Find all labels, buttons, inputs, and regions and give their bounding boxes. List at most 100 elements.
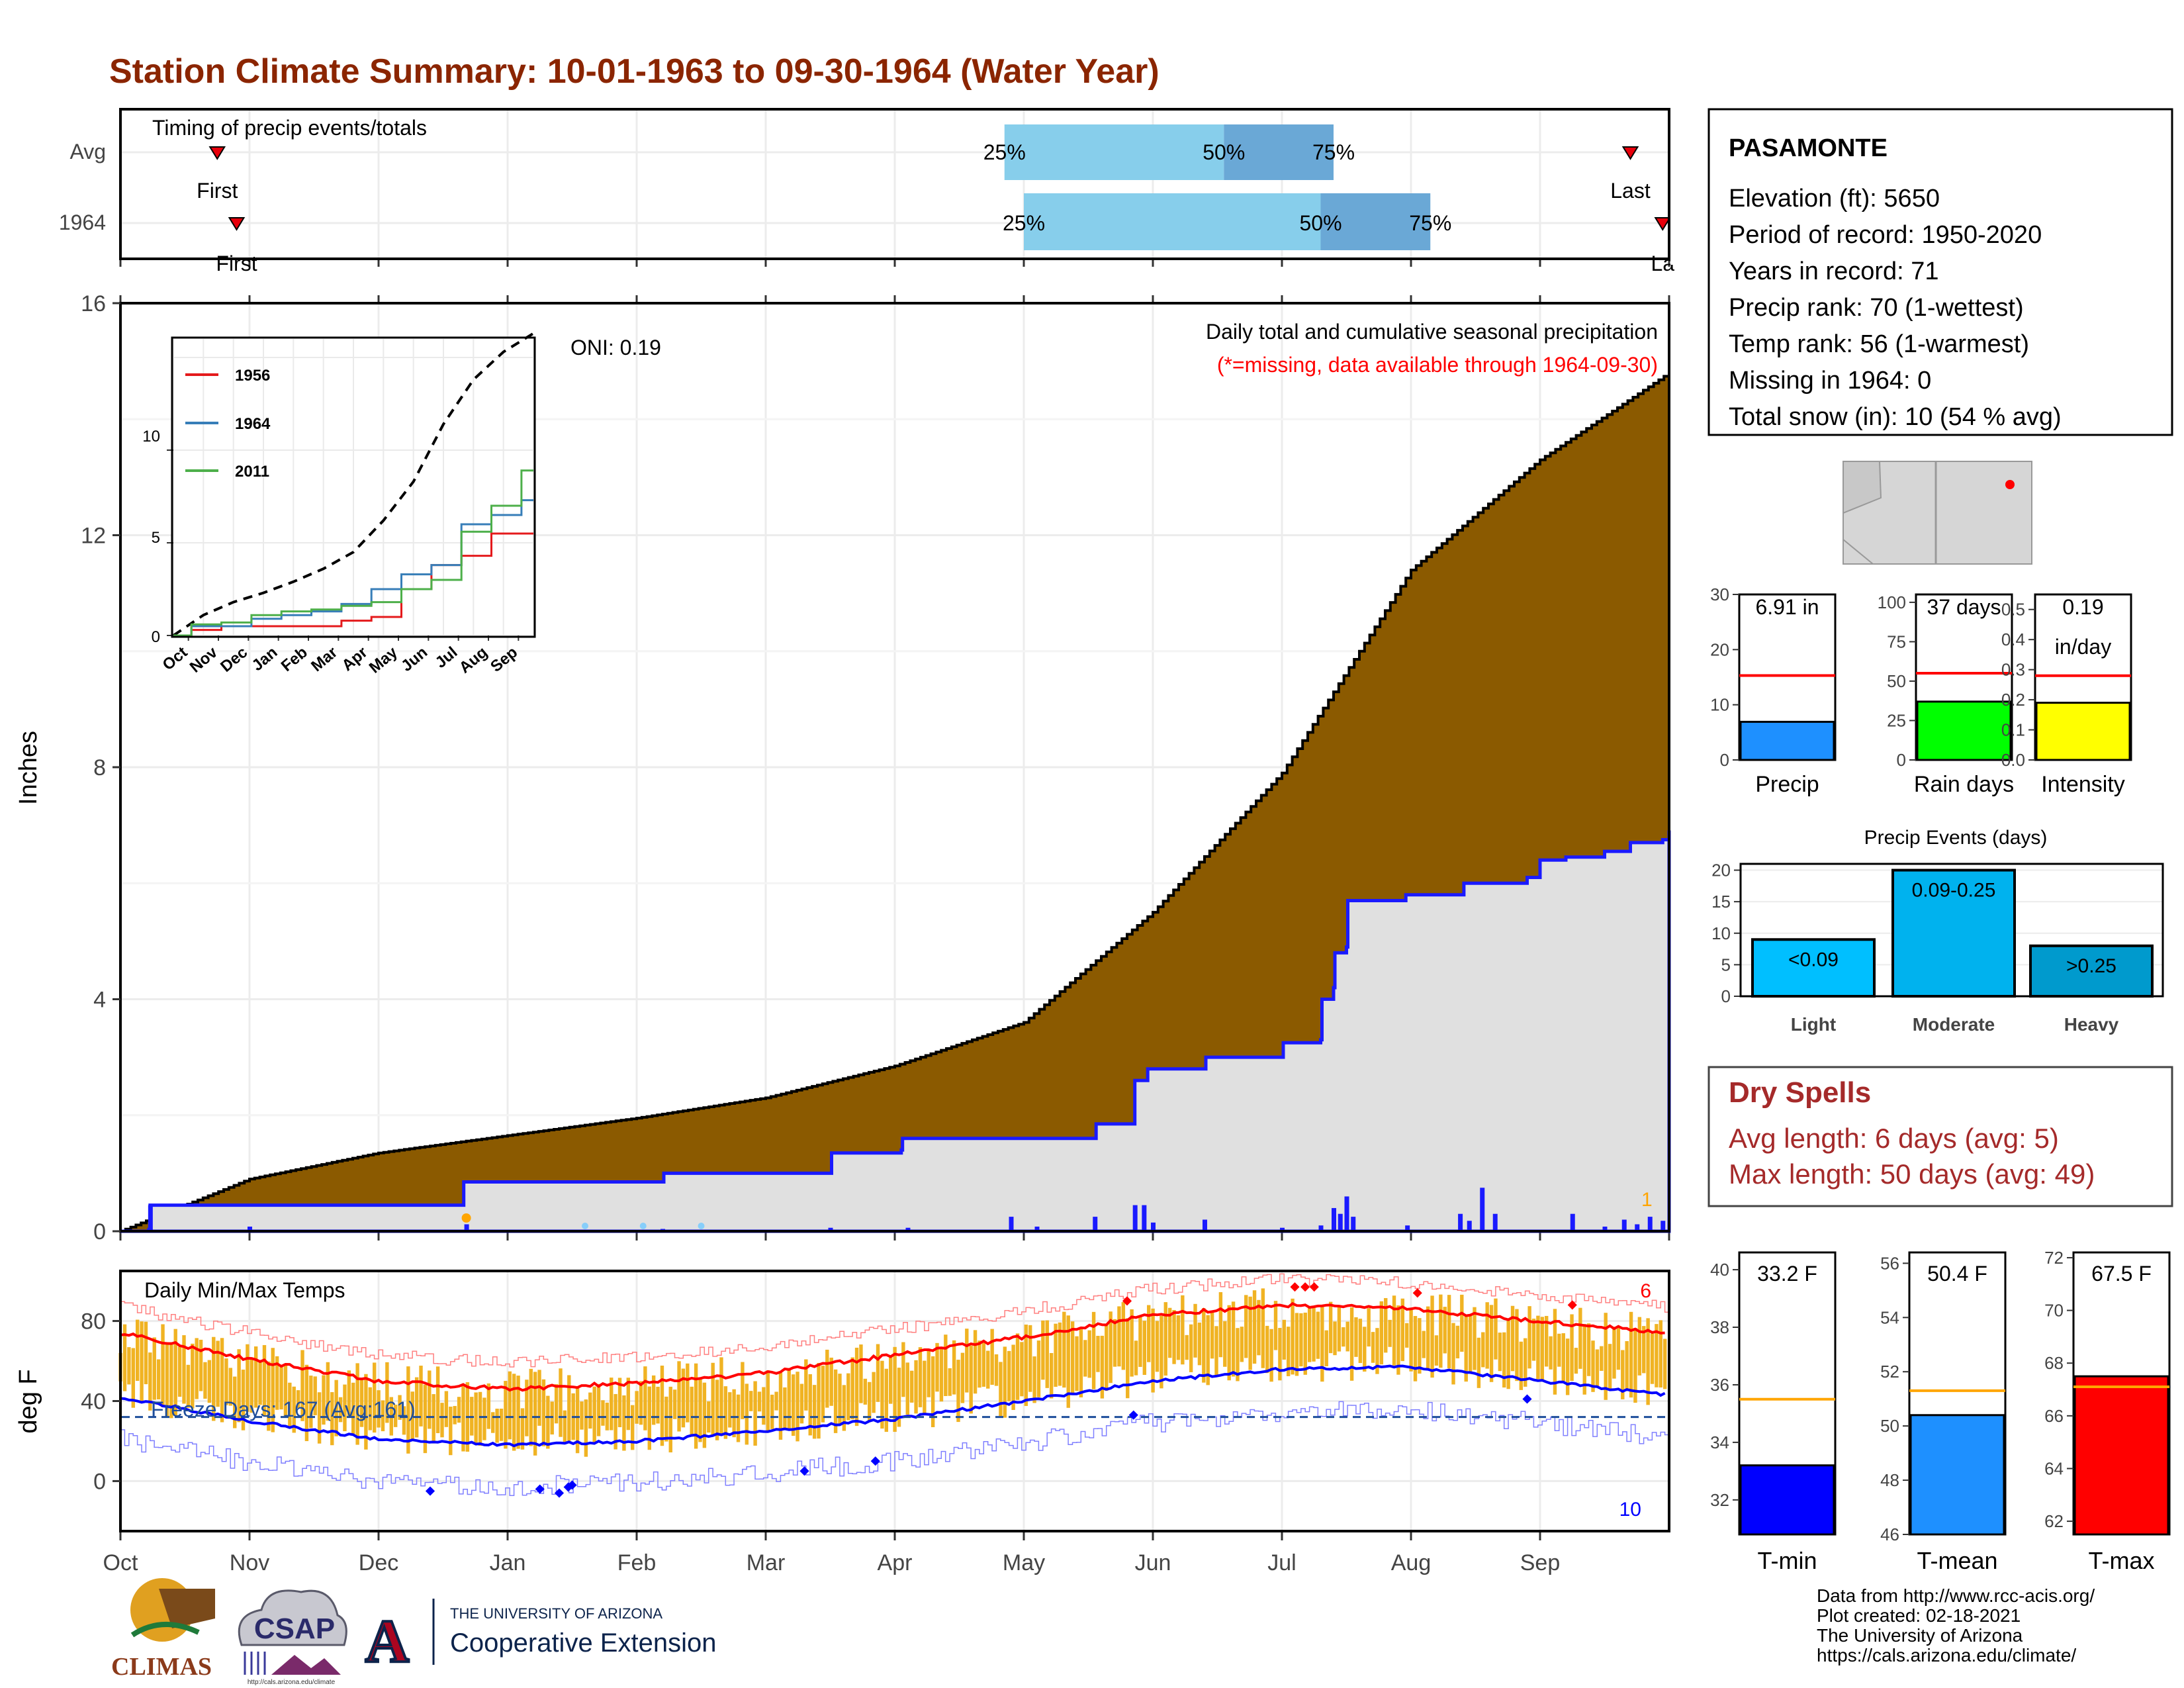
daily-temp-range-bar xyxy=(854,1347,859,1427)
daily-temp-range-bar xyxy=(918,1347,923,1407)
timing-bar-25-50 xyxy=(1024,193,1321,250)
daily-temp-range-bar xyxy=(246,1344,250,1412)
daily-temp-range-bar xyxy=(1392,1295,1396,1366)
record-high-marker xyxy=(1290,1282,1300,1292)
precip-note-2: (*=missing, data available through 1964-… xyxy=(1217,353,1658,377)
page-title: Station Climate Summary: 10-01-1963 to 0… xyxy=(109,52,1160,91)
daily-temp-range-bar xyxy=(393,1405,398,1427)
timing-bar-50-75 xyxy=(1320,193,1431,250)
locator-map xyxy=(1843,461,2032,565)
daily-temp-range-bar xyxy=(1544,1315,1549,1367)
daily-temp-range-bar xyxy=(1616,1327,1621,1370)
daily-temp-range-bar xyxy=(1659,1320,1663,1388)
daily-precip-bar xyxy=(1142,1205,1147,1231)
daily-temp-range-bar xyxy=(863,1378,868,1405)
timing-frame-overlay xyxy=(119,108,1670,260)
temp-y-tick-label: 0 xyxy=(93,1469,106,1494)
timing-label-75: 75% xyxy=(1312,140,1355,164)
mini-bar-label: Intensity xyxy=(2041,772,2125,797)
daily-temp-range-bar xyxy=(1455,1325,1460,1359)
daily-temp-range-bar xyxy=(253,1346,258,1408)
daily-temp-range-bar xyxy=(1371,1332,1375,1363)
daily-temp-range-bar xyxy=(1181,1295,1185,1365)
daily-temp-range-bar xyxy=(233,1376,237,1429)
events-bar-label: >0.25 xyxy=(2066,955,2116,977)
daily-temp-range-bar xyxy=(406,1366,410,1454)
last-event-marker xyxy=(1621,146,1639,160)
daily-temp-range-bar xyxy=(288,1382,292,1427)
daily-temp-range-bar xyxy=(1363,1327,1367,1372)
daily-temp-range-bar xyxy=(821,1366,825,1423)
precip-events-bars: 0 5 10 15 20 <0.09 Light 0.09-0.25 Moderate >0.25… xyxy=(1711,861,2164,1035)
csap-url: http://cals.arizona.edu/climate xyxy=(248,1679,336,1686)
daily-temp-range-bar xyxy=(195,1338,199,1399)
daily-temp-range-bar xyxy=(1206,1315,1210,1385)
daily-temp-range-bar xyxy=(935,1342,939,1392)
daily-temp-range-bar xyxy=(457,1397,461,1423)
daily-precip-bar xyxy=(1647,1217,1653,1231)
daily-temp-range-bar xyxy=(127,1347,131,1385)
daily-temp-range-bar xyxy=(1384,1297,1388,1353)
temp-bar-tick-label: 48 xyxy=(1880,1470,1899,1490)
daily-temp-range-bar xyxy=(1502,1332,1506,1388)
daily-temp-range-bar xyxy=(766,1370,770,1432)
csap-logo: CSAP http://cals.arizona.edu/climate xyxy=(238,1589,347,1686)
ua-bottom-text: Cooperative Extension xyxy=(450,1628,716,1658)
daily-temp-range-bar xyxy=(1261,1288,1265,1368)
daily-temp-range-bar xyxy=(491,1412,495,1433)
daily-temp-range-bar xyxy=(1147,1305,1151,1362)
daily-temp-range-bar xyxy=(1066,1315,1070,1408)
daily-temp-range-bar xyxy=(889,1356,893,1404)
mini-bar-value xyxy=(1739,720,1835,761)
daily-precip-bar xyxy=(1492,1213,1498,1231)
daily-temp-range-bar xyxy=(677,1361,681,1432)
daily-temp-range-bar xyxy=(846,1373,850,1421)
daily-temp-range-bar xyxy=(1536,1315,1540,1380)
daily-temp-range-bar xyxy=(909,1370,914,1403)
station-line: Total snow (in): 10 (54 % avg) xyxy=(1729,403,2062,431)
mini-bar-tick-label: 0.1 xyxy=(2001,720,2025,740)
csap-bars-icon xyxy=(244,1652,266,1675)
timing-row-label-1964: 1964 xyxy=(59,211,106,234)
daily-temp-range-bar xyxy=(499,1408,504,1441)
temp-bar-label: T-mean xyxy=(1917,1547,1997,1574)
daily-temp-range-bar xyxy=(668,1386,672,1453)
inset-avg-line xyxy=(172,332,535,637)
temp-title: Daily Min/Max Temps xyxy=(144,1278,345,1302)
daily-temp-range-bar xyxy=(1464,1315,1468,1382)
map-border-sw xyxy=(1843,539,1874,565)
daily-temp-range-bar xyxy=(956,1360,960,1423)
daily-temp-range-bar xyxy=(923,1360,927,1415)
daily-temp-range-bar xyxy=(355,1363,359,1445)
daily-temp-range-bar xyxy=(584,1399,588,1457)
daily-temp-range-bar xyxy=(1498,1333,1502,1372)
daily-temp-range-bar xyxy=(1257,1299,1261,1356)
daily-precip-bar xyxy=(148,1205,153,1231)
climas-logo: CLIMAS xyxy=(111,1578,215,1681)
station-line: Years in record: 71 xyxy=(1729,258,1939,285)
daily-temp-range-bar xyxy=(1328,1301,1333,1354)
daily-temp-range-bar xyxy=(1282,1319,1286,1360)
dry-spells-max: Max length: 50 days (avg: 49) xyxy=(1729,1158,2095,1190)
daily-temp-range-bar xyxy=(1130,1309,1134,1377)
month-label: Jul xyxy=(1267,1550,1296,1575)
daily-temp-range-bar xyxy=(1561,1333,1565,1382)
mini-bar-tick-label: 30 xyxy=(1710,585,1729,604)
timing-bar-25-50 xyxy=(1004,124,1224,180)
daily-temp-range-bar xyxy=(1570,1314,1574,1382)
daily-precip-bar xyxy=(1034,1226,1040,1231)
freeze-days-label: Freeze Days: 167 (Avg:161) xyxy=(151,1397,416,1421)
daily-temp-range-bar xyxy=(732,1389,736,1438)
daily-temp-range-bar xyxy=(1460,1294,1464,1352)
precip-events-title: Precip Events (days) xyxy=(1864,827,2048,849)
daily-temp-range-bar xyxy=(283,1366,288,1417)
daily-precip-bar xyxy=(248,1226,252,1231)
daily-precip-bar xyxy=(1635,1224,1640,1231)
daily-temp-range-bar xyxy=(271,1348,275,1432)
events-bar-label: <0.09 xyxy=(1788,949,1839,970)
temp-bar-value xyxy=(1909,1414,2005,1536)
daily-precip-bar xyxy=(1132,1205,1138,1231)
daily-temp-range-bar xyxy=(1434,1335,1439,1366)
